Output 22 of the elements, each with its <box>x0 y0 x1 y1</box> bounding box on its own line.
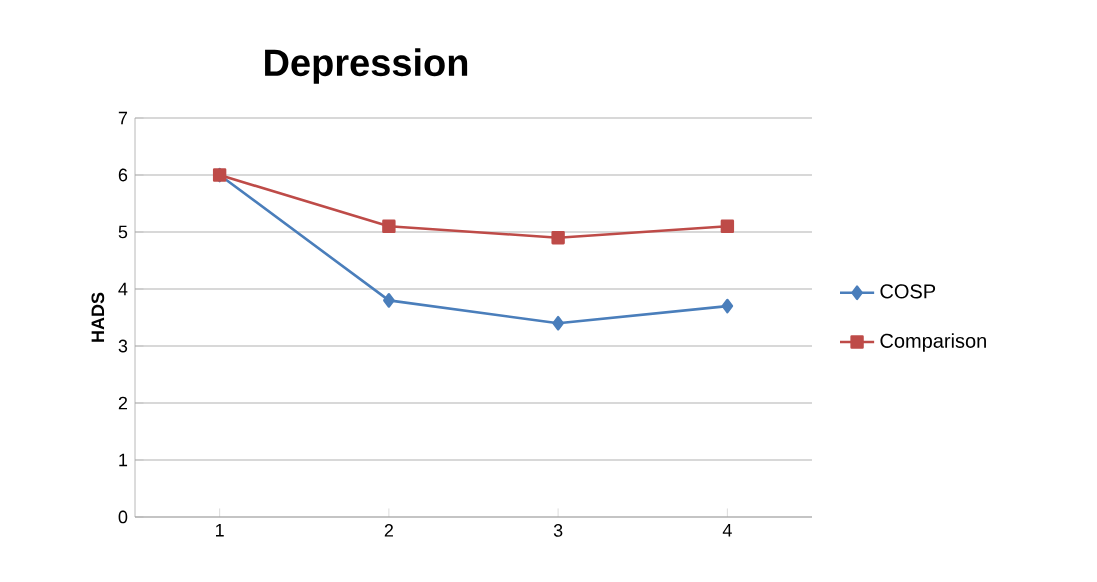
x-tick-label: 4 <box>722 524 732 537</box>
point <box>551 230 565 245</box>
y-tick-label: 4 <box>118 282 128 296</box>
y-tick-label: 6 <box>118 168 128 182</box>
point <box>383 293 395 308</box>
y-tick-label: 7 <box>118 111 128 125</box>
y-tick-label: 5 <box>118 225 128 239</box>
y-tick-label: 2 <box>118 396 128 410</box>
point <box>552 315 564 331</box>
point <box>382 219 396 233</box>
legend-label: COSP <box>880 284 936 299</box>
y-tick-label: 1 <box>119 453 128 467</box>
legend-label: Comparison <box>880 333 986 352</box>
y-axis-title: HADS <box>91 292 105 342</box>
x-tick-label: 1 <box>216 524 224 537</box>
chart-title: Depression <box>265 48 468 84</box>
x-tick-label: 2 <box>384 524 393 537</box>
point <box>721 298 734 314</box>
y-tick-label: 3 <box>118 339 128 353</box>
x-tick-label: 3 <box>553 524 563 537</box>
y-tick-label: 0 <box>118 510 128 524</box>
point <box>720 219 735 233</box>
